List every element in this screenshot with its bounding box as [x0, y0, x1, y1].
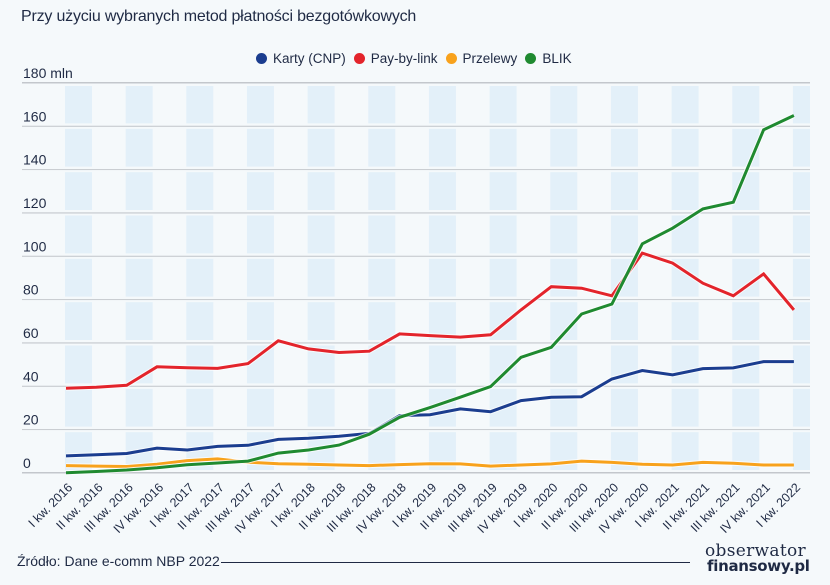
- logo-line-1: obserwator: [705, 541, 806, 561]
- series-line-blik: [65, 114, 795, 475]
- legend-dot-karty: [256, 53, 267, 64]
- column-band: [368, 86, 396, 472]
- column-band: [307, 86, 335, 472]
- legend-item-karty: Karty (CNP): [256, 51, 346, 66]
- legend-dot-blik: [525, 53, 537, 64]
- legend-item-blik: BLIK: [525, 51, 572, 66]
- y-tick-label: 40: [23, 368, 39, 384]
- y-tick-label: 140: [23, 152, 47, 168]
- gridlines: [22, 80, 810, 476]
- source-divider: [221, 562, 690, 563]
- legend-label-blik: BLIK: [542, 51, 572, 66]
- publisher-logo: obserwator finansowy.pl: [705, 541, 810, 575]
- series-line-pay-by-link: [65, 251, 796, 390]
- legend-label-przelewy: Przelewy: [462, 51, 518, 66]
- series-lines: [65, 113, 796, 476]
- column-bands: [65, 86, 810, 472]
- column-band: [65, 86, 92, 472]
- y-tick-label: 0: [23, 455, 31, 471]
- column-band: [125, 86, 153, 472]
- column-band: [186, 86, 214, 472]
- legend-label-pay-by-link: Pay-by-link: [370, 51, 438, 66]
- series-line-przelewy: [65, 457, 794, 469]
- logo-line-2: finansowy.pl: [707, 557, 810, 575]
- legend-label-karty: Karty (CNP): [273, 51, 346, 66]
- y-tick-label: 120: [23, 195, 47, 211]
- series-line-karty-cnp: [65, 360, 794, 458]
- legend-dot-pay-by-link: [353, 53, 365, 64]
- legend-item-przelewy: Przelewy: [445, 51, 518, 66]
- y-tick-label: 20: [23, 412, 39, 428]
- y-tick-label: 100: [23, 238, 47, 254]
- column-band: [246, 86, 274, 472]
- column-band: [550, 86, 578, 472]
- chart-title: Przy użyciu wybranych metod płatności be…: [21, 8, 417, 25]
- source-note: Źródło: Dane e-comm NBP 2022: [17, 553, 220, 569]
- legend-item-pay-by-link: Pay-by-link: [353, 51, 438, 66]
- y-tick-label: 80: [23, 282, 39, 298]
- y-tick-label: 160: [23, 108, 47, 124]
- y-tick-label: 180 mln: [23, 65, 73, 81]
- y-axis-ticks: 0 20 40 60 80 100 120 140 160 180 mln: [23, 65, 73, 471]
- column-band: [792, 86, 810, 472]
- legend-dot-przelewy: [445, 53, 457, 64]
- legend: Karty (CNP) Pay-by-link Przelewy BLIK: [256, 51, 580, 66]
- y-tick-label: 60: [23, 325, 39, 341]
- column-band: [489, 86, 517, 472]
